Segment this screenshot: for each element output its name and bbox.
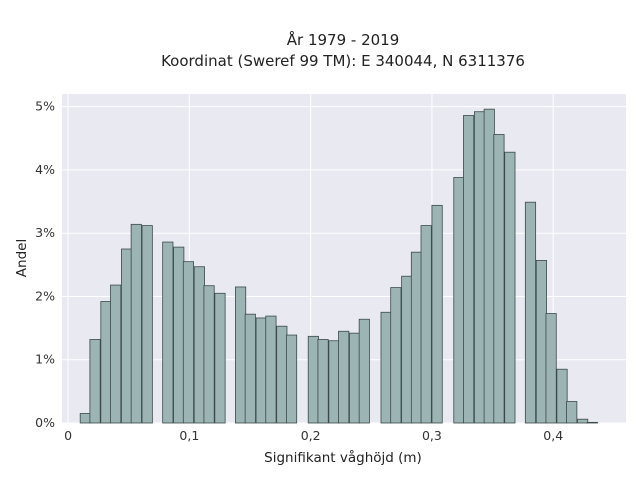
histogram-bars (79, 108, 598, 424)
y-tick-label: 2% (35, 288, 55, 303)
x-tick-label: 0 (64, 428, 72, 443)
chart-title: År 1979 - 2019 (287, 30, 400, 49)
histogram-bar (338, 330, 350, 424)
x-tick-label: 0,4 (543, 428, 563, 443)
histogram-bar (577, 418, 589, 424)
y-tick-label: 1% (35, 352, 55, 367)
histogram-bar (410, 251, 423, 424)
histogram-bar (317, 339, 329, 424)
histogram-bar (380, 311, 392, 424)
histogram-bar (483, 108, 495, 424)
chart-subtitle: Koordinat (Sweref 99 TM): E 340044, N 63… (161, 52, 525, 70)
y-tick-label: 4% (35, 162, 55, 177)
histogram-bar (328, 340, 340, 424)
histogram-bar (566, 401, 578, 424)
y-tick-label: 5% (35, 99, 55, 114)
y-axis-label: Andel (14, 239, 30, 277)
histogram-bar (524, 201, 537, 424)
x-tick-label: 0,3 (422, 428, 442, 443)
histogram-bar (535, 259, 547, 424)
histogram-bar (358, 318, 370, 424)
histogram-bar (493, 134, 505, 424)
histogram-bar (193, 266, 205, 424)
histogram-bar (182, 261, 195, 424)
histogram-bar (401, 275, 413, 424)
histogram-bar (110, 284, 122, 424)
histogram-bar (141, 225, 153, 424)
histogram-bar (463, 115, 475, 424)
histogram-bar (79, 413, 91, 424)
y-axis-ticks: 0% 1% 2% 3% 4% 5% (35, 99, 55, 430)
histogram-bar (276, 325, 288, 424)
histogram-bar (431, 204, 443, 424)
histogram-bar (214, 292, 226, 424)
histogram-bar (173, 246, 185, 424)
histogram-bar (255, 317, 267, 424)
histogram-bar (162, 241, 174, 424)
histogram-bar (556, 368, 568, 424)
histogram-bar (545, 313, 557, 424)
histogram-bar (285, 334, 298, 424)
histogram-bar (235, 286, 247, 424)
histogram-bar (390, 287, 402, 424)
histogram-bar (420, 225, 432, 424)
histogram-bar (89, 339, 101, 424)
histogram-bar (203, 285, 215, 424)
histogram-bar (265, 315, 277, 424)
histogram-bar (130, 223, 142, 424)
histogram-bar (504, 151, 516, 424)
y-tick-label: 0% (35, 415, 55, 430)
x-tick-label: 0,1 (179, 428, 199, 443)
y-tick-label: 3% (35, 225, 55, 240)
histogram-bar (244, 313, 256, 424)
histogram-bar (453, 177, 465, 424)
x-axis-ticks: 0 0,1 0,2 0,3 0,4 (64, 428, 563, 443)
x-axis-label: Signifikant våghöjd (m) (264, 449, 422, 466)
x-tick-label: 0,2 (301, 428, 321, 443)
histogram-bar (349, 332, 361, 424)
histogram-bar (100, 301, 112, 424)
histogram-bar (121, 248, 133, 424)
histogram-bar (307, 335, 319, 424)
histogram-bar (473, 111, 486, 424)
histogram-bar (586, 421, 598, 424)
